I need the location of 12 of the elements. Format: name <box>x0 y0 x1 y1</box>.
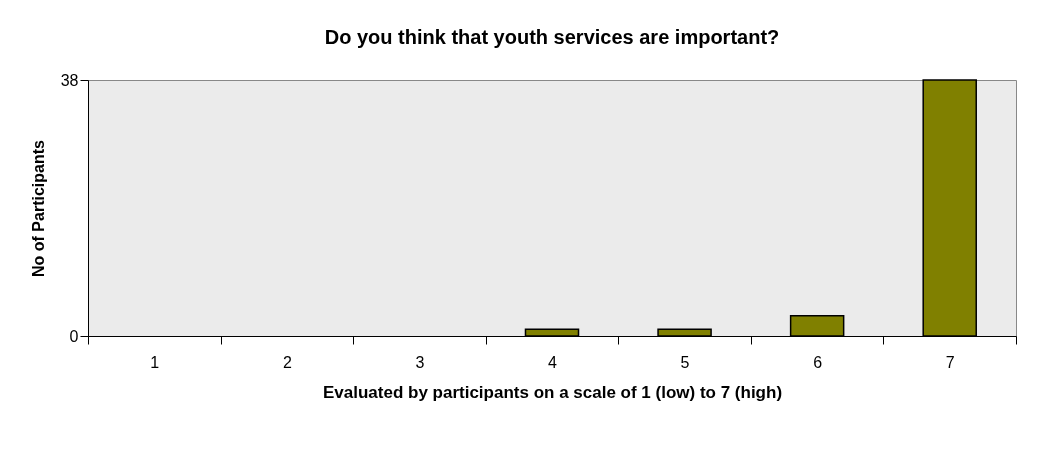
y-axis-title: No of Participants <box>29 139 47 277</box>
x-tick-label: 4 <box>548 353 558 371</box>
x-tick-label: 5 <box>680 353 690 371</box>
x-tick-label: 2 <box>282 353 292 371</box>
x-tick-label: 7 <box>945 353 955 371</box>
x-tick-label: 3 <box>415 353 425 371</box>
x-tick-label: 6 <box>813 353 823 371</box>
chart-title: Do you think that youth services are important? <box>324 26 780 48</box>
x-tick-label: 1 <box>150 353 160 371</box>
y-tick-label: 38 <box>60 71 79 89</box>
x-axis-title: Evaluated by participants on a scale of 1 (low) to 7 (high) <box>322 382 783 402</box>
y-tick-label: 0 <box>69 327 79 345</box>
